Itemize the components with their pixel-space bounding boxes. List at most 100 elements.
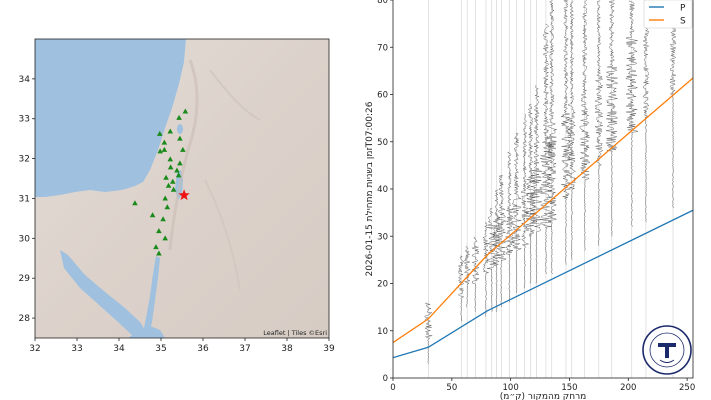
y-tick-label: 70 xyxy=(377,43,388,53)
station-marker xyxy=(175,172,182,178)
x-tick-label: 200 xyxy=(620,383,636,393)
map-x-tick-label: 35 xyxy=(155,344,166,354)
seismogram-trace xyxy=(669,0,677,208)
map-x-tick-label: 36 xyxy=(197,344,209,354)
epicenter-star xyxy=(178,189,190,201)
y-axis-label: זמן בשניות מתחילת 2026-01-15T07:00:26 xyxy=(365,101,375,276)
map-x-tick-label: 39 xyxy=(323,344,335,354)
y-tick-label: 50 xyxy=(377,138,388,148)
station-marker xyxy=(157,148,163,154)
x-tick-label: 100 xyxy=(503,383,519,393)
x-tick-label: 150 xyxy=(561,383,577,393)
seismogram-trace xyxy=(424,302,433,364)
mediterranean-sea xyxy=(35,39,186,197)
seismogram-trace xyxy=(471,236,480,312)
seismogram-trace xyxy=(594,0,604,246)
station-marker xyxy=(161,139,168,145)
station-marker xyxy=(162,235,168,241)
y-tick-label: 60 xyxy=(377,91,388,101)
x-tick-label: 250 xyxy=(679,383,695,393)
y-tick-label: 30 xyxy=(377,232,388,242)
y-tick-label: 10 xyxy=(377,327,388,337)
station-marker xyxy=(162,195,168,201)
station-marker xyxy=(149,212,156,218)
map-frame xyxy=(34,38,330,339)
x-tick-label: 0 xyxy=(390,383,395,393)
station-marker xyxy=(170,186,177,192)
map-x-tick-label: 38 xyxy=(281,344,293,354)
rift-relief xyxy=(168,59,199,251)
red-sea xyxy=(128,326,165,338)
y-tick-label: 20 xyxy=(377,280,388,290)
x-axis-label: (ק״מ) מרחק מהמקור xyxy=(500,392,587,400)
seismogram-trace xyxy=(525,103,536,284)
map-y-tick-label: 34 xyxy=(19,75,31,85)
seismogram-trace xyxy=(567,0,577,260)
station-marker xyxy=(174,167,180,173)
sea-of-galilee xyxy=(177,124,183,134)
seismogram-trace xyxy=(486,207,498,312)
map-attribution: Leaflet | Tiles ©Esri xyxy=(263,329,327,337)
map-panel: Leaflet | Tiles ©Esri 32 33 34 35 36 37 38 39 28… xyxy=(19,38,335,354)
map-y-tick-label: 32 xyxy=(19,155,30,165)
seismogram-trace xyxy=(491,189,502,312)
station-marker xyxy=(177,135,183,141)
gulf-of-suez xyxy=(60,250,150,338)
station-marker xyxy=(153,244,159,250)
station-marker xyxy=(160,216,166,222)
seismogram-trace xyxy=(546,0,557,275)
y-tick-label: 0 xyxy=(383,374,388,384)
map-y-tick-label: 30 xyxy=(19,234,31,244)
section-panel: 0 50 100 150 200 250 0 10 20 30 40 50 60 70 80 P S זמן… xyxy=(365,0,695,400)
station-marker xyxy=(167,128,174,134)
legend-label-s: S xyxy=(680,17,686,27)
seismogram-trace xyxy=(579,0,590,251)
station-marker xyxy=(182,108,189,114)
arrival-line-s xyxy=(393,77,693,344)
station-marker xyxy=(176,114,182,120)
seismogram-trace xyxy=(539,23,553,275)
arrival-line-p xyxy=(393,209,693,359)
logo-inner-ring xyxy=(649,332,685,368)
relief-line xyxy=(209,69,261,121)
station-marker xyxy=(156,250,162,256)
station-marker xyxy=(177,160,183,166)
station-marker xyxy=(163,174,169,180)
seismogram-trace xyxy=(504,151,514,303)
x-tick-label: 50 xyxy=(446,383,457,393)
logo-wave xyxy=(659,359,675,363)
seismogram-trace xyxy=(457,255,465,322)
station-marker xyxy=(165,182,172,188)
station-marker xyxy=(167,156,174,162)
seismogram-trace xyxy=(625,0,639,227)
seismogram-trace xyxy=(560,0,572,265)
station-marker xyxy=(132,200,138,206)
plot-frame xyxy=(392,0,694,379)
seismogram-trace xyxy=(605,0,619,237)
station-marker xyxy=(167,164,174,170)
seismogram-trace xyxy=(496,175,507,308)
station-marker xyxy=(156,228,162,234)
legend-label-p: P xyxy=(680,4,686,14)
map-x-tick-label: 37 xyxy=(239,344,250,354)
hammer-icon xyxy=(658,343,676,358)
geological-survey-logo xyxy=(642,325,692,375)
map-y-tick-label: 29 xyxy=(19,274,31,284)
seismogram-trace xyxy=(530,85,543,284)
station-marker xyxy=(156,130,163,136)
map-x-tick-label: 33 xyxy=(71,344,82,354)
seismogram-trace xyxy=(510,132,522,294)
relief-line xyxy=(204,179,241,291)
seismogram-trace xyxy=(520,113,530,289)
station-marker xyxy=(169,178,176,184)
seismogram-trace xyxy=(642,0,650,223)
map-y-tick-label: 33 xyxy=(19,115,30,125)
seismogram-trace xyxy=(482,222,490,317)
station-marker xyxy=(161,146,168,152)
gulf-of-aqaba xyxy=(142,256,160,338)
station-marker xyxy=(164,204,171,210)
map-x-tick-label: 32 xyxy=(29,344,40,354)
legend: P S xyxy=(643,0,693,29)
map-y-tick-label: 28 xyxy=(19,314,31,324)
